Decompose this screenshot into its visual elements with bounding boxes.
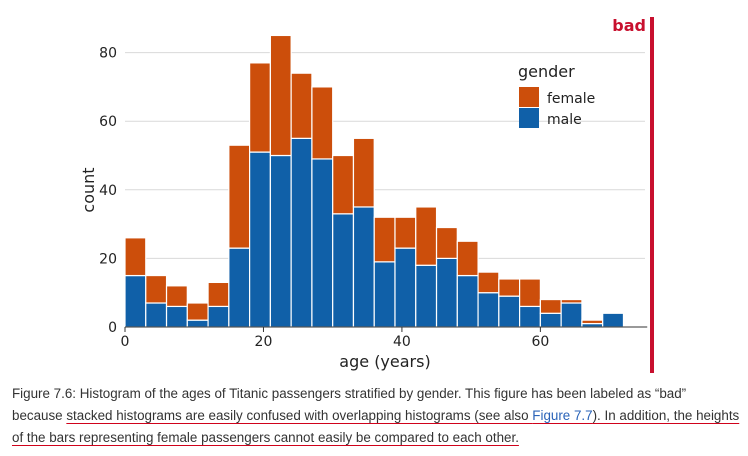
legend-label-female: female xyxy=(547,91,595,107)
bar-female xyxy=(581,319,604,325)
bad-label: bad xyxy=(612,16,646,35)
bar-female xyxy=(373,216,396,263)
x-axis-title: age (years) xyxy=(339,352,430,371)
bar-female xyxy=(249,62,271,153)
bar-male xyxy=(269,154,292,328)
bar-male xyxy=(186,319,209,328)
legend: gender female male xyxy=(518,62,595,128)
bad-indicator-bar xyxy=(650,17,654,373)
figure-7-7-link[interactable]: Figure 7.7 xyxy=(532,408,593,423)
bar-male xyxy=(332,213,355,328)
bar-female xyxy=(415,206,438,266)
bar-female xyxy=(186,302,209,321)
bar-female xyxy=(477,271,500,294)
bar-male xyxy=(352,206,375,328)
legend-title: gender xyxy=(518,62,575,81)
bar-female xyxy=(228,144,251,249)
bar-male xyxy=(249,151,271,328)
figure-caption: Figure 7.6: Histogram of the ages of Tit… xyxy=(12,383,740,449)
bar-female xyxy=(165,285,188,308)
bar-female xyxy=(560,298,583,304)
legend-label-male: male xyxy=(547,112,582,128)
caption-underlined-part-1: stacked histograms are easily confused w… xyxy=(66,408,533,423)
caption-underlined-part-2: ). In addition, the heights of the bars … xyxy=(12,408,740,445)
bar-female xyxy=(311,86,334,160)
bar-male xyxy=(519,305,541,328)
bar-male xyxy=(498,295,521,328)
y-tick-label: 0 xyxy=(108,320,117,336)
bar-male xyxy=(435,257,458,328)
y-tick-label: 80 xyxy=(99,46,117,62)
bar-male xyxy=(560,302,583,328)
legend-swatch-female xyxy=(519,87,539,107)
bar-male xyxy=(539,312,562,328)
caption-text: Figure 7.6: Histogram of the ages of Tit… xyxy=(12,386,687,423)
bar-female xyxy=(207,281,230,308)
bar-female xyxy=(435,226,458,259)
bar-female xyxy=(290,72,313,139)
bar-female xyxy=(498,278,521,297)
bar-male xyxy=(477,292,500,328)
bar-male xyxy=(311,158,334,328)
axes: 0 20 40 60 0 20 40 60 80 xyxy=(99,46,648,350)
bar-male xyxy=(602,312,625,328)
x-tick-label: 40 xyxy=(393,334,411,350)
bar-male xyxy=(228,247,251,328)
bar-male xyxy=(145,302,168,328)
bar-female xyxy=(519,278,541,308)
bar-male xyxy=(165,305,188,328)
bar-female xyxy=(145,274,168,304)
bar-female xyxy=(394,216,417,249)
bar-female xyxy=(269,34,292,157)
bar-male xyxy=(124,274,147,328)
histogram-chart: 0 20 40 60 0 20 40 60 80 gender female male age … xyxy=(79,16,654,373)
bar-female xyxy=(456,240,479,277)
chart-area: 0 20 40 60 0 20 40 60 80 gender female male age … xyxy=(79,16,654,373)
y-axis-title: count xyxy=(79,167,98,212)
bar-female xyxy=(332,154,355,215)
x-tick-label: 0 xyxy=(121,334,130,350)
bar-male xyxy=(394,247,417,328)
x-tick-label: 60 xyxy=(531,334,549,350)
x-tick-label: 20 xyxy=(255,334,273,350)
y-tick-label: 40 xyxy=(99,183,117,199)
bar-female xyxy=(539,298,562,314)
bar-male xyxy=(415,264,438,328)
bar-male xyxy=(373,261,396,328)
bar-male xyxy=(207,305,230,328)
bars xyxy=(124,34,625,328)
bar-female xyxy=(124,237,147,277)
legend-swatch-male xyxy=(519,108,539,128)
caption-underlined-text: stacked histograms are easily confused w… xyxy=(12,408,739,445)
bar-male xyxy=(456,274,479,328)
y-tick-label: 20 xyxy=(99,251,117,267)
bar-male xyxy=(290,137,313,328)
y-tick-label: 60 xyxy=(99,114,117,130)
bar-female xyxy=(352,137,375,208)
